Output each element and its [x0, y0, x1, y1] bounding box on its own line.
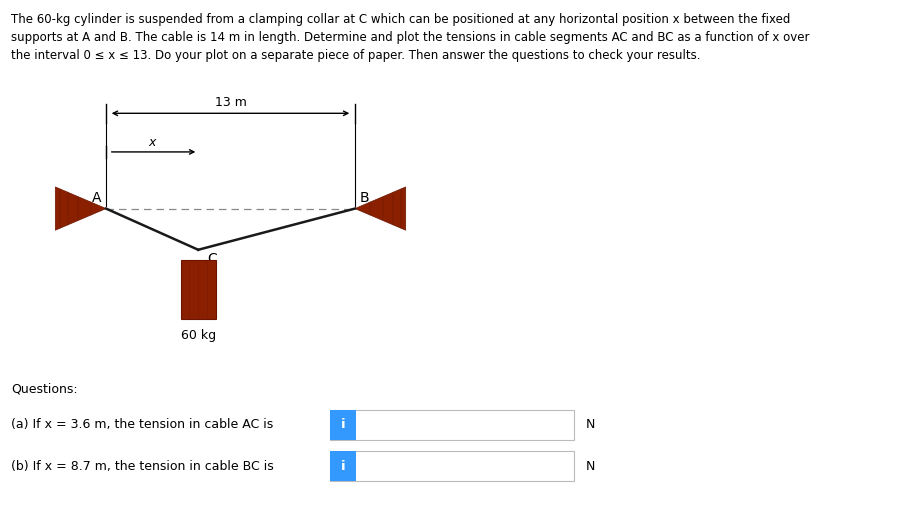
Bar: [330, 410, 574, 440]
Polygon shape: [55, 187, 106, 230]
Text: (a) If x = 3.6 m, the tension in cable AC is: (a) If x = 3.6 m, the tension in cable A…: [11, 418, 273, 432]
Text: A: A: [92, 192, 101, 205]
Text: (b) If x = 8.7 m, the tension in cable BC is: (b) If x = 8.7 m, the tension in cable B…: [11, 459, 274, 473]
Text: B: B: [360, 192, 369, 205]
Bar: [181, 260, 216, 319]
Text: 13 m: 13 m: [215, 96, 246, 109]
Text: 60 kg: 60 kg: [181, 329, 216, 341]
Text: N: N: [585, 459, 595, 473]
Polygon shape: [355, 187, 406, 230]
Bar: [330, 451, 574, 481]
Text: i: i: [340, 459, 346, 473]
Text: i: i: [340, 418, 346, 432]
Text: C: C: [207, 252, 218, 266]
Text: The 60-kg cylinder is suspended from a clamping collar at C which can be positio: The 60-kg cylinder is suspended from a c…: [11, 13, 810, 62]
Text: x: x: [148, 136, 156, 149]
Bar: [330, 451, 356, 481]
Text: Questions:: Questions:: [11, 382, 77, 396]
Text: N: N: [585, 418, 595, 432]
Bar: [330, 410, 356, 440]
